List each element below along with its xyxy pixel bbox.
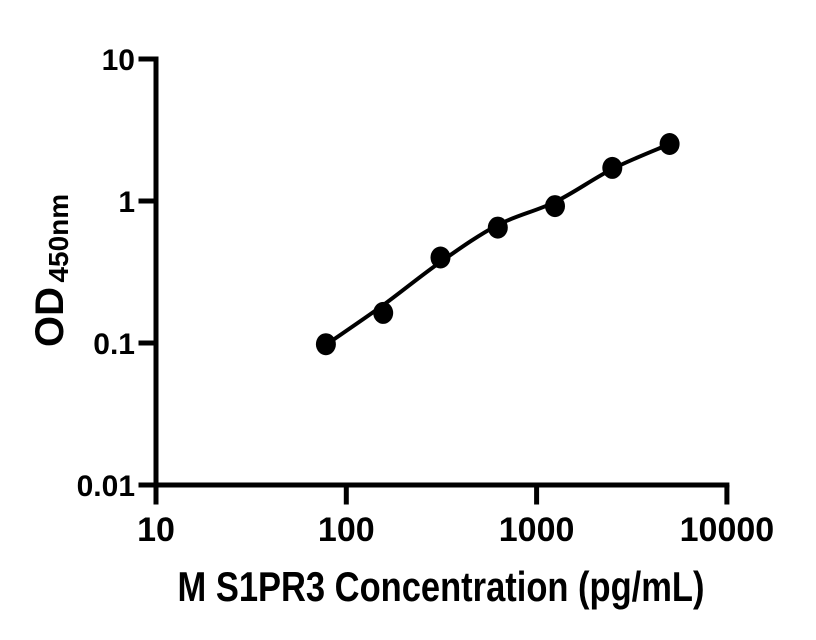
axes-layer: 10 100 1000 10000 10 1 0.1 0.01 [77, 44, 775, 549]
x-tick-label: 10 [137, 511, 175, 549]
data-point-marker [659, 133, 680, 155]
x-tick-label: 100 [318, 511, 375, 549]
y-tick-label: 10 [102, 44, 135, 77]
y-tick-label: 1 [118, 186, 135, 219]
data-points-layer [315, 133, 680, 356]
y-axis-title: OD 450nm [28, 194, 74, 347]
data-point-marker [430, 246, 451, 269]
y-tick-label: 0.01 [77, 470, 135, 503]
x-tick-label: 1000 [499, 511, 575, 549]
data-point-marker [315, 333, 336, 356]
data-point-marker [487, 216, 508, 239]
data-point-marker [602, 156, 623, 179]
x-tick-label: 10000 [680, 511, 775, 549]
y-axis-title-subscript: 450nm [43, 194, 74, 283]
data-point-marker [373, 301, 394, 324]
y-tick-label: 0.1 [93, 328, 135, 361]
data-point-marker [545, 195, 565, 218]
y-axis-title-main: OD [28, 287, 72, 347]
x-axis-title: M S1PR3 Concentration (pg/mL) [178, 563, 705, 610]
